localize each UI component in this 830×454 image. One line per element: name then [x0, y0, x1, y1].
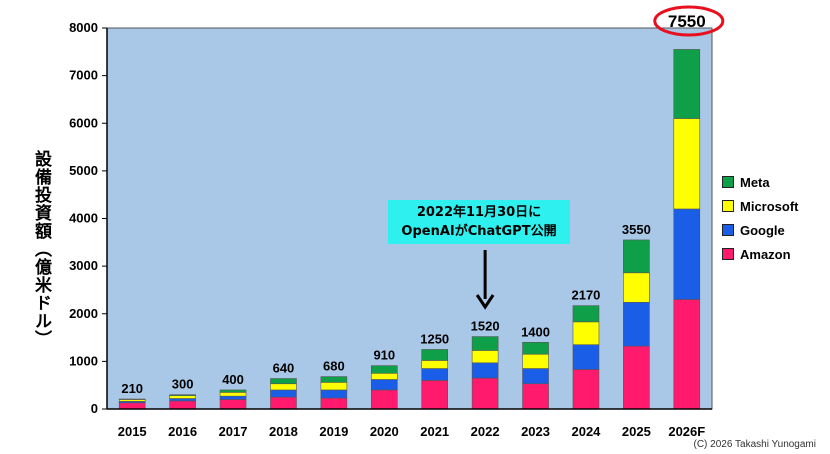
x-tick-label: 2026F [668, 424, 705, 439]
annotation-arrow-head [475, 294, 495, 310]
bar-segment-amazon-2015 [118, 402, 146, 410]
bar-total-label: 640 [273, 361, 295, 376]
y-axis-label: 設備投資額（億米ドル） [31, 150, 51, 348]
bar-segment-google-2020 [370, 379, 398, 391]
bar-total-label: 1520 [471, 319, 500, 334]
y-tick-label: 7000 [69, 68, 98, 83]
bar-segment-amazon-2020 [370, 389, 398, 410]
bar-segment-google-2026f [673, 208, 701, 300]
x-tick-label: 2018 [269, 424, 298, 439]
bar-segment-meta-2019 [320, 376, 348, 383]
bar-segment-amazon-2025 [623, 345, 650, 410]
copyright-notice: (C) 2026 Takashi Yunogami [693, 439, 817, 450]
x-tick-label: 2024 [571, 424, 601, 439]
legend-label-meta: Meta [740, 174, 770, 190]
y-tick-label: 0 [91, 401, 98, 416]
bar-segment-amazon-2024 [572, 369, 600, 410]
y-tick-label: 3000 [69, 258, 98, 273]
bar-segment-microsoft-2016 [169, 395, 196, 399]
bar-segment-microsoft-2022 [471, 350, 499, 364]
y-tick-label: 6000 [69, 115, 98, 130]
bar-segment-meta-2025 [623, 239, 650, 274]
bar-segment-microsoft-2020 [370, 372, 398, 380]
bar-segment-microsoft-2018 [270, 383, 297, 391]
legend-item-google: Google [722, 218, 799, 242]
bar-total-label: 400 [222, 372, 244, 387]
legend-swatch-google [722, 224, 734, 236]
bar-total-label: 3550 [622, 222, 651, 237]
legend-swatch-meta [722, 176, 734, 188]
legend-item-microsoft: Microsoft [722, 194, 799, 218]
bar-segment-meta-2020 [370, 365, 398, 374]
bar-total-label: 1250 [420, 331, 449, 346]
y-tick-label: 2000 [69, 306, 98, 321]
legend: Meta Microsoft Google Amazon [722, 170, 799, 266]
bar-segment-microsoft-2025 [623, 272, 650, 303]
bar-total-label: 2170 [571, 288, 600, 303]
bar-segment-amazon-2021 [421, 380, 449, 410]
bar-segment-google-2022 [471, 362, 499, 379]
x-tick-label: 2020 [370, 424, 399, 439]
legend-swatch-amazon [722, 248, 734, 260]
bar-segment-microsoft-2026f [673, 118, 701, 210]
bar-segment-amazon-2018 [270, 396, 297, 410]
x-tick-label: 2015 [118, 424, 147, 439]
bar-segment-meta-2024 [572, 305, 600, 323]
bar-total-label: 1400 [521, 324, 550, 339]
bar-segment-amazon-2017 [219, 399, 247, 410]
legend-label-google: Google [740, 222, 785, 238]
bar-segment-meta-2022 [471, 336, 499, 351]
y-tick-label: 5000 [69, 163, 98, 178]
bar-segment-google-2016 [169, 398, 196, 402]
bar-segment-meta-2023 [522, 342, 549, 355]
highlight-circle [653, 5, 725, 37]
x-tick-label: 2023 [521, 424, 550, 439]
bar-segment-amazon-2023 [522, 383, 549, 410]
bar-segment-google-2018 [270, 389, 297, 398]
bar-segment-google-2024 [572, 344, 600, 370]
x-tick-label: 2022 [471, 424, 500, 439]
bar-segment-microsoft-2019 [320, 382, 348, 391]
y-tick-label: 1000 [69, 353, 98, 368]
x-tick-label: 2019 [319, 424, 348, 439]
annotation-line-1: 2022年11月30日に [416, 205, 542, 220]
bar-total-label: 210 [121, 381, 143, 396]
bar-total-label: 300 [172, 377, 194, 392]
bar-segment-meta-2026f [673, 49, 701, 119]
bar-total-label: 910 [373, 348, 395, 363]
bar-segment-meta-2021 [421, 349, 449, 361]
y-tick-label: 4000 [69, 211, 98, 226]
bar-segment-microsoft-2024 [572, 321, 600, 346]
bar-segment-amazon-2026f [673, 299, 701, 410]
legend-label-microsoft: Microsoft [740, 198, 799, 214]
bar-segment-amazon-2016 [169, 400, 196, 410]
x-tick-label: 2021 [420, 424, 449, 439]
x-tick-label: 2025 [622, 424, 651, 439]
bar-segment-google-2021 [421, 368, 449, 381]
bar-segment-google-2019 [320, 389, 348, 399]
bar-segment-amazon-2022 [471, 377, 499, 410]
legend-item-amazon: Amazon [722, 242, 799, 266]
annotation-line-2: OpenAIがChatGPT公開 [401, 224, 557, 239]
chatgpt-launch-annotation: 2022年11月30日に OpenAIがChatGPT公開 [388, 200, 570, 244]
bar-total-label: 7550 [668, 12, 706, 31]
bar-segment-google-2017 [219, 395, 247, 400]
bar-segment-amazon-2019 [320, 397, 348, 410]
bar-segment-meta-2018 [270, 378, 297, 385]
bar-segment-google-2025 [623, 302, 650, 347]
bar-segment-meta-2017 [219, 389, 247, 393]
x-tick-label: 2016 [168, 424, 197, 439]
bar-segment-microsoft-2023 [522, 353, 549, 369]
legend-label-amazon: Amazon [740, 246, 791, 262]
bar-segment-microsoft-2021 [421, 360, 449, 369]
bar-segment-google-2023 [522, 368, 549, 385]
legend-swatch-microsoft [722, 200, 734, 212]
bar-total-label: 680 [323, 359, 345, 374]
x-tick-label: 2017 [219, 424, 248, 439]
bar-segment-microsoft-2017 [219, 392, 247, 397]
bar-segment-meta-2016 [169, 394, 196, 396]
legend-item-meta: Meta [722, 170, 799, 194]
y-tick-label: 8000 [69, 20, 98, 35]
